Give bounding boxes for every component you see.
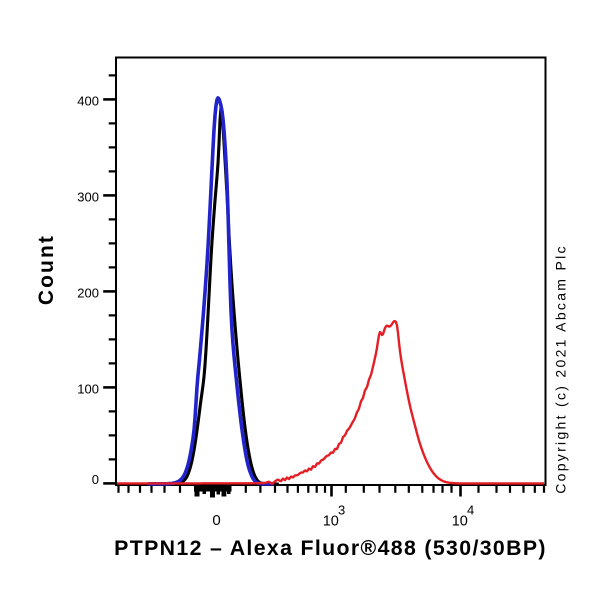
svg-text:100: 100 xyxy=(77,381,99,396)
svg-text:Count: Count xyxy=(35,234,58,305)
svg-text:10: 10 xyxy=(323,514,339,530)
svg-text:300: 300 xyxy=(77,189,99,204)
svg-text:Copyright (c) 2021 Abcam Plc: Copyright (c) 2021 Abcam Plc xyxy=(553,244,569,494)
svg-text:4: 4 xyxy=(467,503,474,518)
svg-text:PTPN12 – Alexa Fluor®488 (530/: PTPN12 – Alexa Fluor®488 (530/30BP) xyxy=(114,536,547,560)
svg-text:0: 0 xyxy=(92,472,99,487)
svg-text:10: 10 xyxy=(452,514,468,530)
svg-text:0: 0 xyxy=(212,512,220,529)
svg-text:400: 400 xyxy=(77,93,99,108)
svg-text:3: 3 xyxy=(338,503,345,518)
svg-text:200: 200 xyxy=(77,285,99,300)
